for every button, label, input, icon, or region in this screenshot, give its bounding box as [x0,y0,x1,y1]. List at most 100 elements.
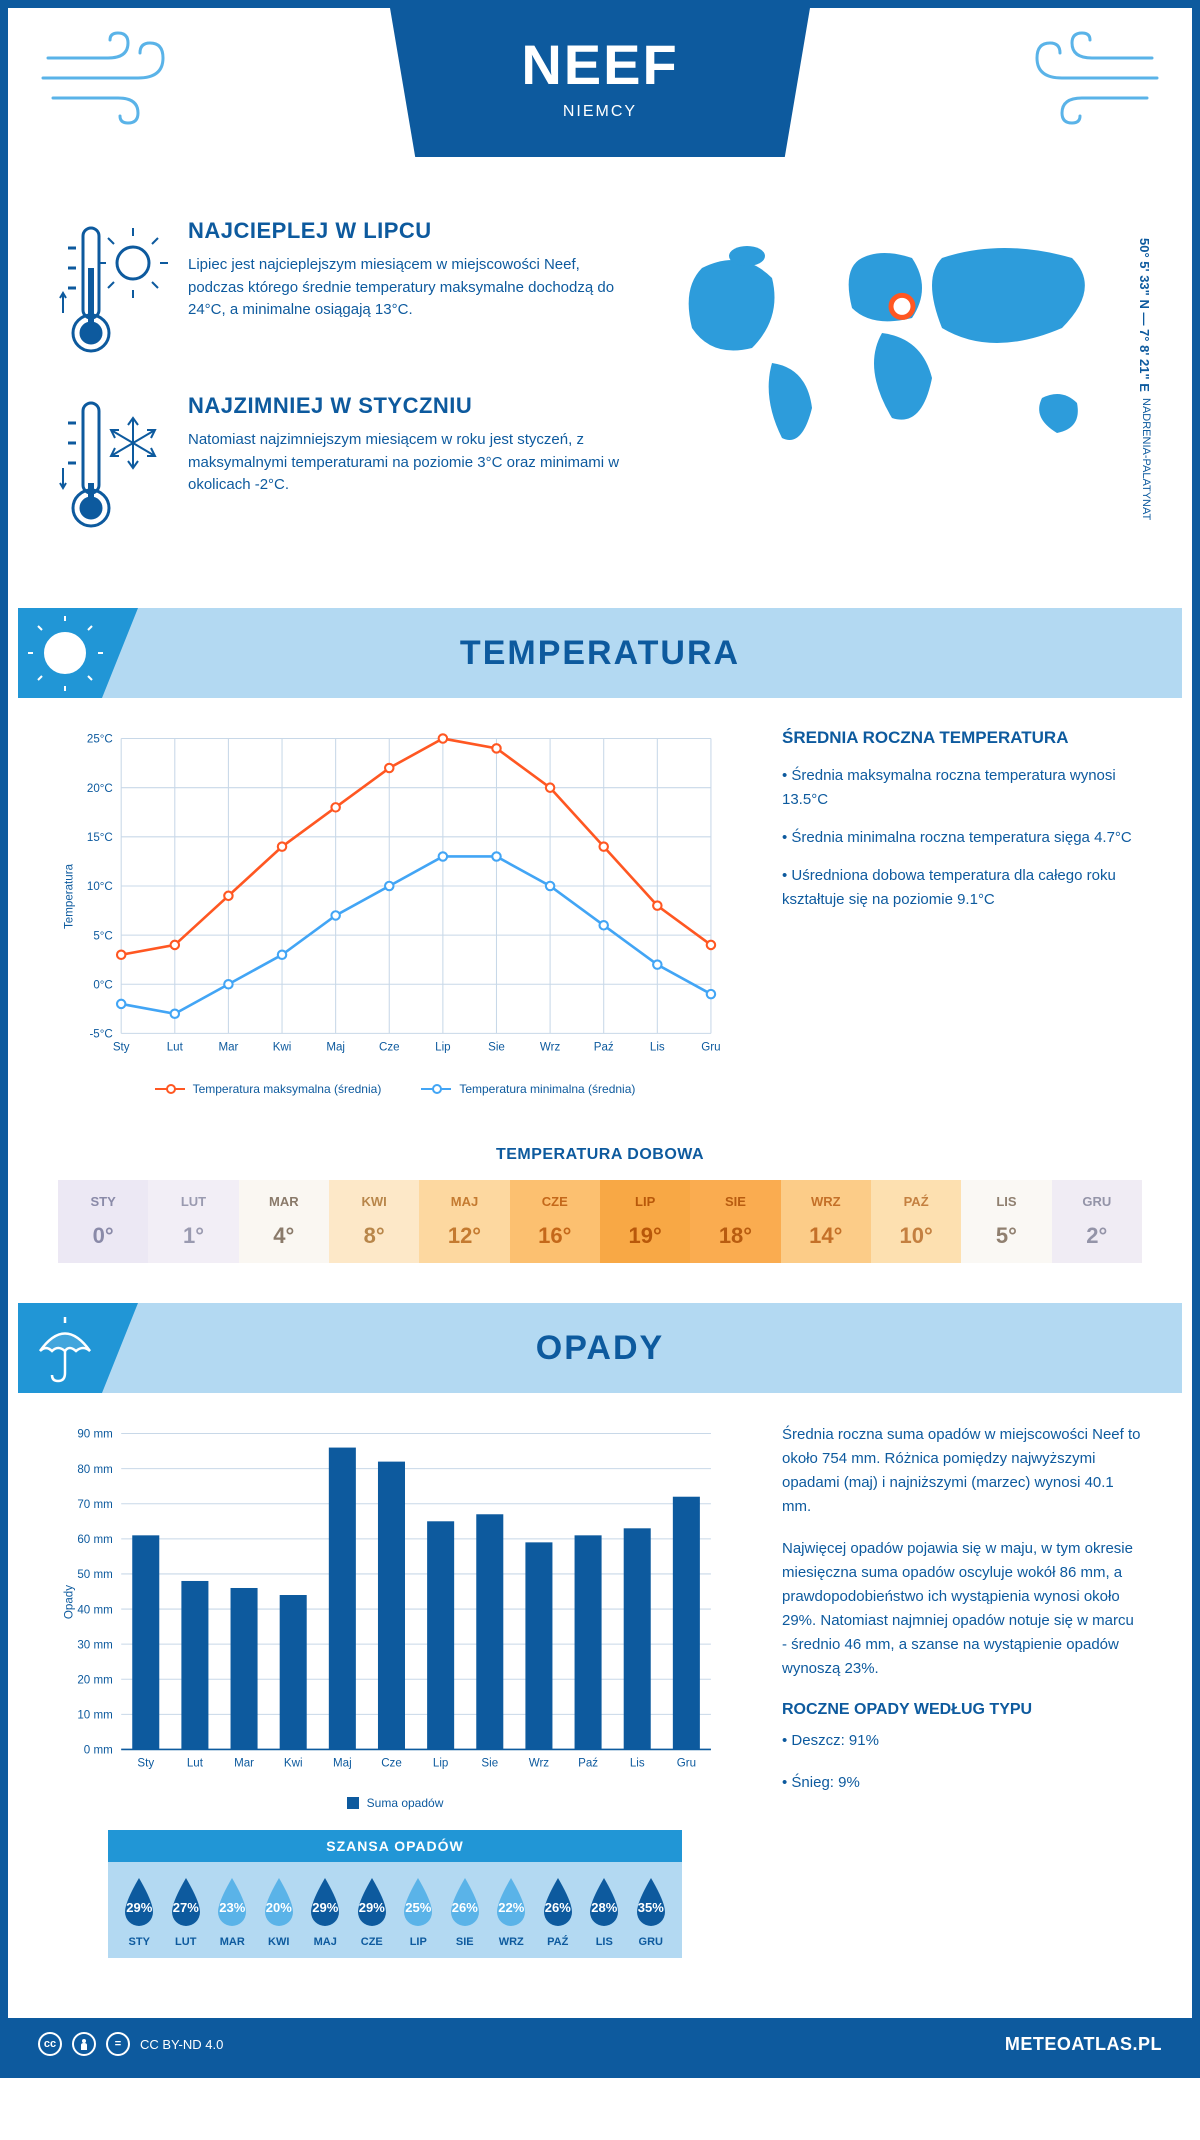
license-text: CC BY-ND 4.0 [140,2037,223,2052]
world-map [662,218,1142,478]
daily-temp-cell: MAJ12° [419,1180,509,1263]
svg-text:10 mm: 10 mm [77,1710,112,1722]
svg-text:Gru: Gru [701,1041,720,1053]
temp-chart-legend: .legend-line[style*="ff5722"]::before{bo… [58,1082,732,1096]
section-banner-temperature: TEMPERATURA [18,608,1182,698]
cc-icon: cc [38,2032,62,2056]
site-name: METEOATLAS.PL [1005,2034,1162,2055]
cc-by-icon [72,2032,96,2056]
daily-temp-cell: LIP19° [600,1180,690,1263]
precip-chance-cell: 28%LIS [581,1876,628,1948]
daily-temp-cell: PAŹ10° [871,1180,961,1263]
fact-cold-title: NAJZIMNIEJ W STYCZNIU [188,393,622,419]
fact-cold-text: Natomiast najzimniejszym miesiącem w rok… [188,429,622,497]
svg-text:Wrz: Wrz [540,1041,561,1053]
daily-temp-grid: STY0°LUT1°MAR4°KWI8°MAJ12°CZE16°LIP19°SI… [58,1180,1142,1263]
wind-icon [1022,28,1162,128]
svg-text:Maj: Maj [333,1757,352,1769]
svg-text:-5°C: -5°C [89,1029,112,1041]
footer: cc = CC BY-ND 4.0 METEOATLAS.PL [8,2018,1192,2070]
svg-text:80 mm: 80 mm [77,1464,112,1476]
svg-text:Gru: Gru [677,1757,696,1769]
daily-temp-cell: LIS5° [961,1180,1051,1263]
svg-text:Cze: Cze [379,1041,400,1053]
svg-text:Sty: Sty [137,1757,154,1769]
precip-chance-cell: 26%SIE [442,1876,489,1948]
precip-type-1: • Deszcz: 91% [782,1729,1142,1753]
svg-text:15°C: 15°C [87,832,113,844]
svg-text:Paź: Paź [578,1757,598,1769]
daily-temp-cell: STY0° [58,1180,148,1263]
daily-temp-cell: GRU2° [1052,1180,1142,1263]
precipitation-bar-chart: 0 mm10 mm20 mm30 mm40 mm50 mm60 mm70 mm8… [58,1423,732,1781]
precip-chance-grid: 29%STY27%LUT23%MAR20%KWI29%MAJ29%CZE25%L… [108,1862,682,1958]
umbrella-icon [28,1311,103,1386]
daily-temp-cell: KWI8° [329,1180,419,1263]
svg-text:Lip: Lip [435,1041,450,1053]
svg-text:Mar: Mar [234,1757,254,1769]
svg-text:Temperatura: Temperatura [64,863,76,929]
wind-icon [38,28,178,128]
temperature-line-chart: -5°C0°C5°C10°C15°C20°C25°CStyLutMarKwiMa… [58,728,732,1065]
cc-nd-icon: = [106,2032,130,2056]
fact-hot-text: Lipiec jest najcieplejszym miesiącem w m… [188,254,622,322]
svg-text:40 mm: 40 mm [77,1604,112,1616]
svg-text:Lut: Lut [167,1041,184,1053]
legend-max-label: Temperatura maksymalna (średnia) [193,1082,382,1096]
precip-info-p2: Najwięcej opadów pojawia się w maju, w t… [782,1537,1142,1681]
header: NEEF NIEMCY [8,8,1192,188]
svg-text:Mar: Mar [218,1041,238,1053]
svg-text:5°C: 5°C [93,930,112,942]
page-subtitle: NIEMCY [390,103,810,121]
precip-chance-cell: 26%PAŹ [535,1876,582,1948]
svg-text:20°C: 20°C [87,783,113,795]
coordinates: 50° 5' 33" N — 7° 8' 21" E [1137,238,1152,392]
daily-temp-cell: WRZ14° [781,1180,871,1263]
precip-chance-cell: 25%LIP [395,1876,442,1948]
precip-chance-cell: 29%STY [116,1876,163,1948]
precip-chance-cell: 22%WRZ [488,1876,535,1948]
daily-temp-cell: LUT1° [148,1180,238,1263]
precip-chance-cell: 23%MAR [209,1876,256,1948]
temp-info-p1: • Średnia maksymalna roczna temperatura … [782,764,1142,812]
precip-legend-label: Suma opadów [367,1796,444,1810]
precip-chart-legend: Suma opadów [58,1796,732,1810]
svg-text:90 mm: 90 mm [77,1429,112,1441]
daily-temp-heading: TEMPERATURA DOBOWA [8,1146,1192,1164]
svg-text:Paź: Paź [594,1041,614,1053]
svg-text:30 mm: 30 mm [77,1639,112,1651]
precip-chance-cell: 29%CZE [349,1876,396,1948]
precip-type-heading: ROCZNE OPADY WEDŁUG TYPU [782,1701,1142,1719]
region-label: NADRENIA-PALATYNAT [1140,398,1152,520]
precip-chance-cell: 20%KWI [256,1876,303,1948]
section-banner-precipitation: OPADY [18,1303,1182,1393]
svg-text:20 mm: 20 mm [77,1674,112,1686]
daily-temp-cell: CZE16° [510,1180,600,1263]
temp-info-heading: ŚREDNIA ROCZNA TEMPERATURA [782,728,1142,748]
precip-chance-cell: 27%LUT [163,1876,210,1948]
svg-text:Lis: Lis [630,1757,645,1769]
temp-info-p3: • Uśredniona dobowa temperatura dla całe… [782,864,1142,912]
daily-temp-cell: MAR4° [239,1180,329,1263]
svg-text:Lut: Lut [187,1757,204,1769]
thermometer-hot-icon [58,218,168,363]
svg-text:10°C: 10°C [87,881,113,893]
svg-text:Wrz: Wrz [529,1757,550,1769]
fact-coldest: NAJZIMNIEJ W STYCZNIU Natomiast najzimni… [58,393,622,538]
precip-info-p1: Średnia roczna suma opadów w miejscowośc… [782,1423,1142,1519]
temp-info-p2: • Średnia minimalna roczna temperatura s… [782,826,1142,850]
svg-text:Opady: Opady [64,1585,76,1619]
svg-text:0°C: 0°C [93,979,112,991]
page-title: NEEF [390,32,810,97]
svg-text:Lip: Lip [433,1757,448,1769]
thermometer-cold-icon [58,393,168,538]
svg-text:Sty: Sty [113,1041,130,1053]
svg-text:Maj: Maj [326,1041,345,1053]
precip-chance-cell: 35%GRU [628,1876,675,1948]
sun-icon [28,616,103,691]
svg-text:60 mm: 60 mm [77,1534,112,1546]
precip-chance-cell: 29%MAJ [302,1876,349,1948]
precip-type-2: • Śnieg: 9% [782,1771,1142,1795]
svg-text:Kwi: Kwi [273,1041,292,1053]
svg-text:Kwi: Kwi [284,1757,303,1769]
